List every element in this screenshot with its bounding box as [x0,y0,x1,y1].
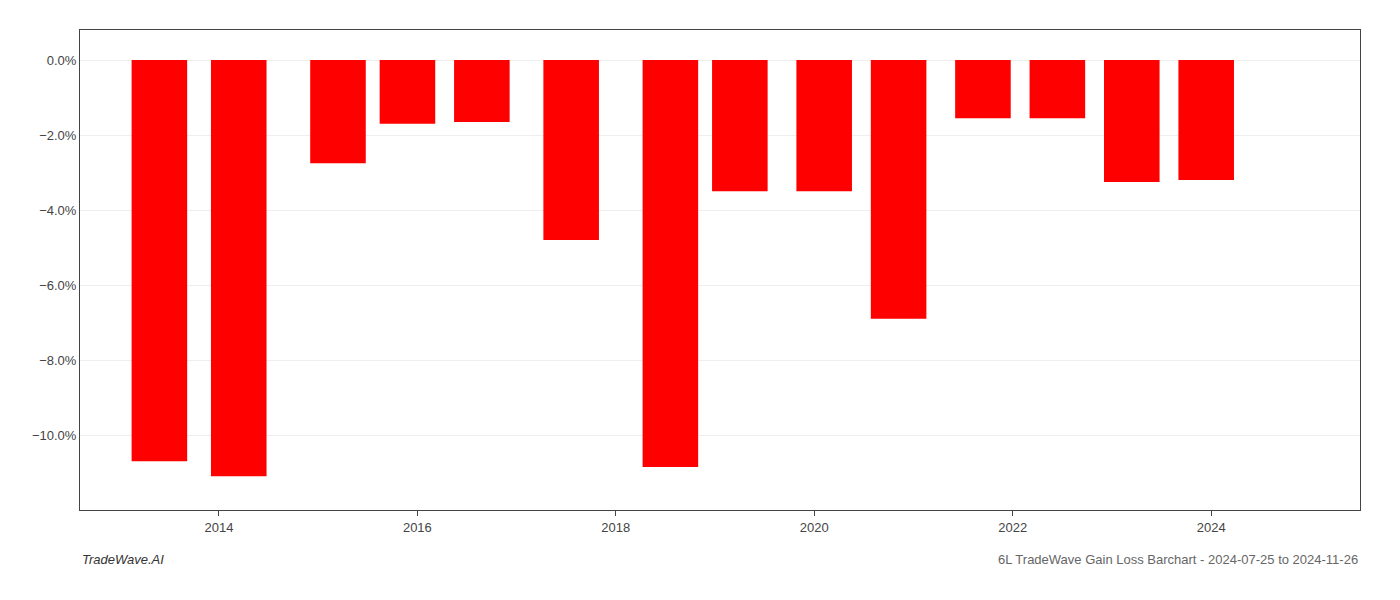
svg-text:2018: 2018 [601,520,630,535]
svg-text:−4.0%: −4.0% [39,203,77,218]
svg-text:2014: 2014 [204,520,233,535]
svg-text:0.0%: 0.0% [47,53,77,68]
svg-text:−8.0%: −8.0% [39,353,77,368]
svg-text:2024: 2024 [1197,520,1226,535]
svg-text:−10.0%: −10.0% [32,428,77,443]
svg-text:−6.0%: −6.0% [39,278,77,293]
svg-text:TradeWave.AI: TradeWave.AI [82,552,164,567]
svg-text:2020: 2020 [800,520,829,535]
svg-text:2022: 2022 [998,520,1027,535]
svg-text:−2.0%: −2.0% [39,128,77,143]
svg-text:6L TradeWave Gain Loss Barchar: 6L TradeWave Gain Loss Barchart - 2024-0… [998,552,1358,567]
svg-text:2016: 2016 [403,520,432,535]
